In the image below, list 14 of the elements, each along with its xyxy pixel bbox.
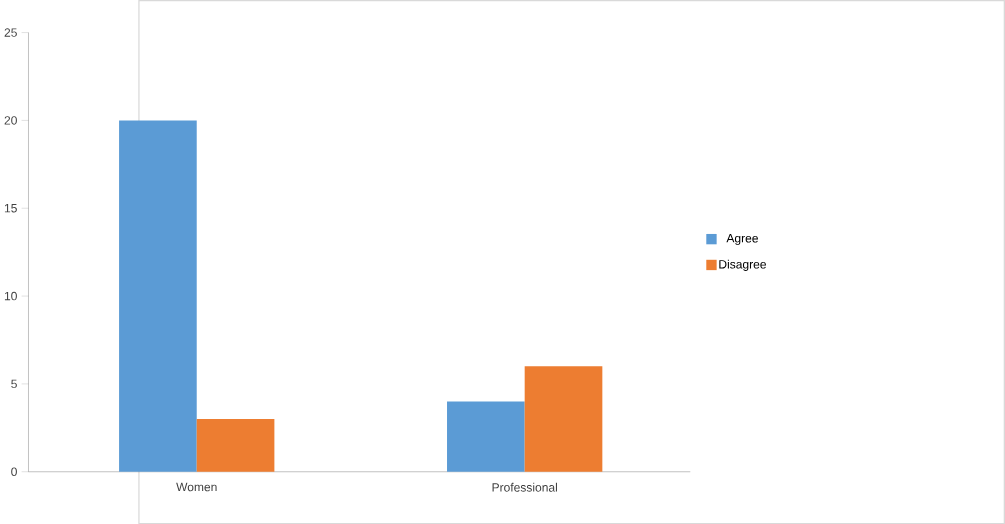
y-tick-label: 5 [11, 379, 17, 389]
y-tick-label: 25 [4, 28, 17, 37]
bar [196, 418, 275, 472]
legend-label: Disagree [719, 259, 766, 271]
bar [447, 401, 525, 472]
x-tick-label: Women [176, 482, 217, 492]
y-tick-label: 15 [4, 203, 17, 213]
x-tick-label: Professional [492, 482, 557, 492]
y-tick-label: 20 [4, 116, 17, 125]
bar [524, 366, 603, 472]
y-tick-label: 0 [11, 467, 17, 476]
y-tick-label: 10 [4, 291, 17, 301]
legend-label: Agree [726, 234, 758, 245]
bar [119, 120, 197, 472]
